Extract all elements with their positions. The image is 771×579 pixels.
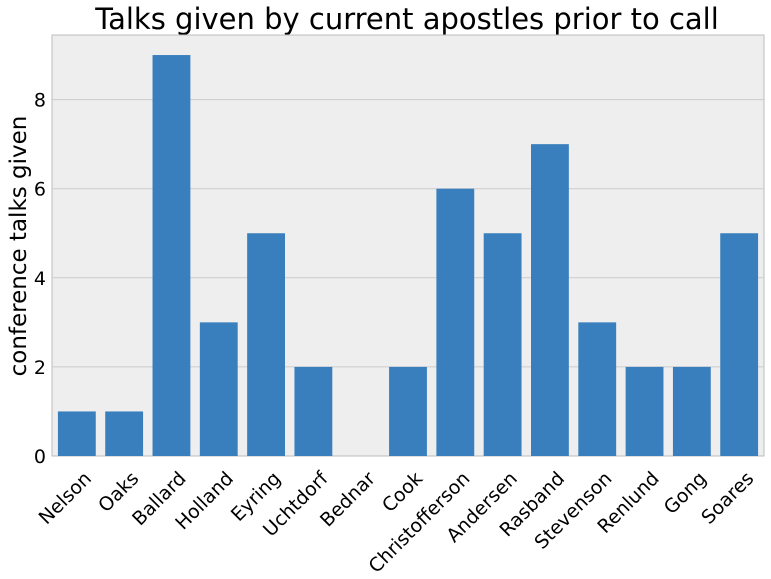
- x-tick-label: Nelson: [35, 468, 96, 529]
- bar-holland: [199, 322, 238, 456]
- bar-uchtdorf: [294, 366, 333, 456]
- y-axis-label: conference talks given: [6, 116, 32, 377]
- chart-title: Talks given by current apostles prior to…: [94, 2, 719, 36]
- bar-cook: [389, 366, 427, 456]
- bar-soares: [720, 233, 759, 456]
- y-tick-label: 4: [34, 268, 46, 290]
- x-tick-label: Soares: [697, 468, 758, 529]
- bar-stevenson: [578, 322, 617, 456]
- bar-andersen: [483, 233, 522, 456]
- y-tick-label: 8: [34, 90, 46, 112]
- bar-gong: [672, 366, 711, 456]
- bar-nelson: [57, 411, 96, 456]
- bar-eyring: [247, 233, 285, 456]
- y-axis-ticks: 0 2 4 6 8: [34, 90, 46, 468]
- bar-oaks: [105, 411, 144, 456]
- y-tick-label: 2: [34, 357, 46, 379]
- bar-ballard: [152, 55, 191, 457]
- y-tick-label: 0: [34, 446, 46, 468]
- bars: [57, 55, 759, 457]
- x-axis-ticks: NelsonOaksBallardHollandEyringUchtdorfBe…: [35, 467, 759, 578]
- bar-renlund: [625, 366, 664, 456]
- bar-rasband: [531, 144, 569, 457]
- bar-christofferson: [436, 188, 475, 456]
- y-tick-label: 6: [34, 179, 46, 201]
